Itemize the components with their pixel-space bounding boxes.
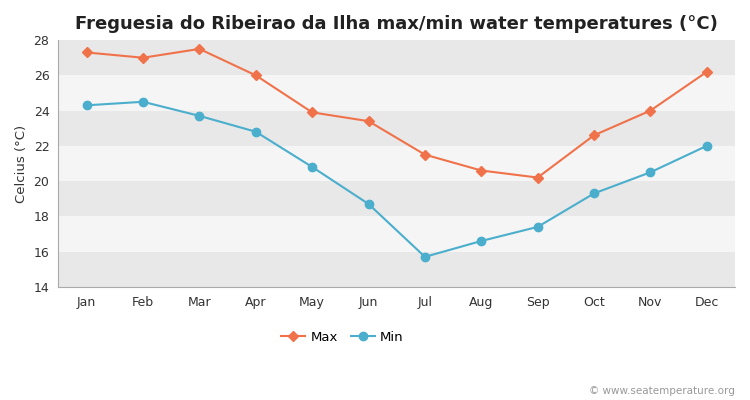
Min [702, 144, 711, 148]
Line: Max: Max [82, 45, 711, 181]
Min [82, 103, 92, 108]
Bar [58, 40, 735, 75]
Bar [58, 216, 735, 252]
Max [646, 108, 655, 113]
Min [308, 164, 316, 169]
Max [590, 133, 598, 138]
Legend: Max, Min: Max, Min [276, 326, 409, 349]
Max [139, 55, 148, 60]
Max [702, 70, 711, 74]
Title: Freguesia do Ribeirao da Ilha max/min water temperatures (°C): Freguesia do Ribeirao da Ilha max/min wa… [75, 15, 718, 33]
Max [195, 46, 204, 51]
Line: Min: Min [82, 98, 711, 261]
Min [590, 191, 598, 196]
Bar [58, 181, 735, 216]
Min [364, 202, 373, 206]
Bar [58, 75, 735, 110]
Max [82, 50, 92, 55]
Max [251, 73, 260, 78]
Bar [58, 146, 735, 181]
Bar [58, 252, 735, 287]
Min [421, 254, 430, 259]
Max [364, 119, 373, 124]
Min [251, 129, 260, 134]
Max [421, 152, 430, 157]
Min [139, 99, 148, 104]
Max [533, 175, 542, 180]
Bar [58, 110, 735, 146]
Max [308, 110, 316, 115]
Min [195, 114, 204, 118]
Min [533, 224, 542, 229]
Max [477, 168, 486, 173]
Y-axis label: Celcius (°C): Celcius (°C) [15, 124, 28, 202]
Text: © www.seatemperature.org: © www.seatemperature.org [590, 386, 735, 396]
Min [477, 238, 486, 243]
Min [646, 170, 655, 175]
